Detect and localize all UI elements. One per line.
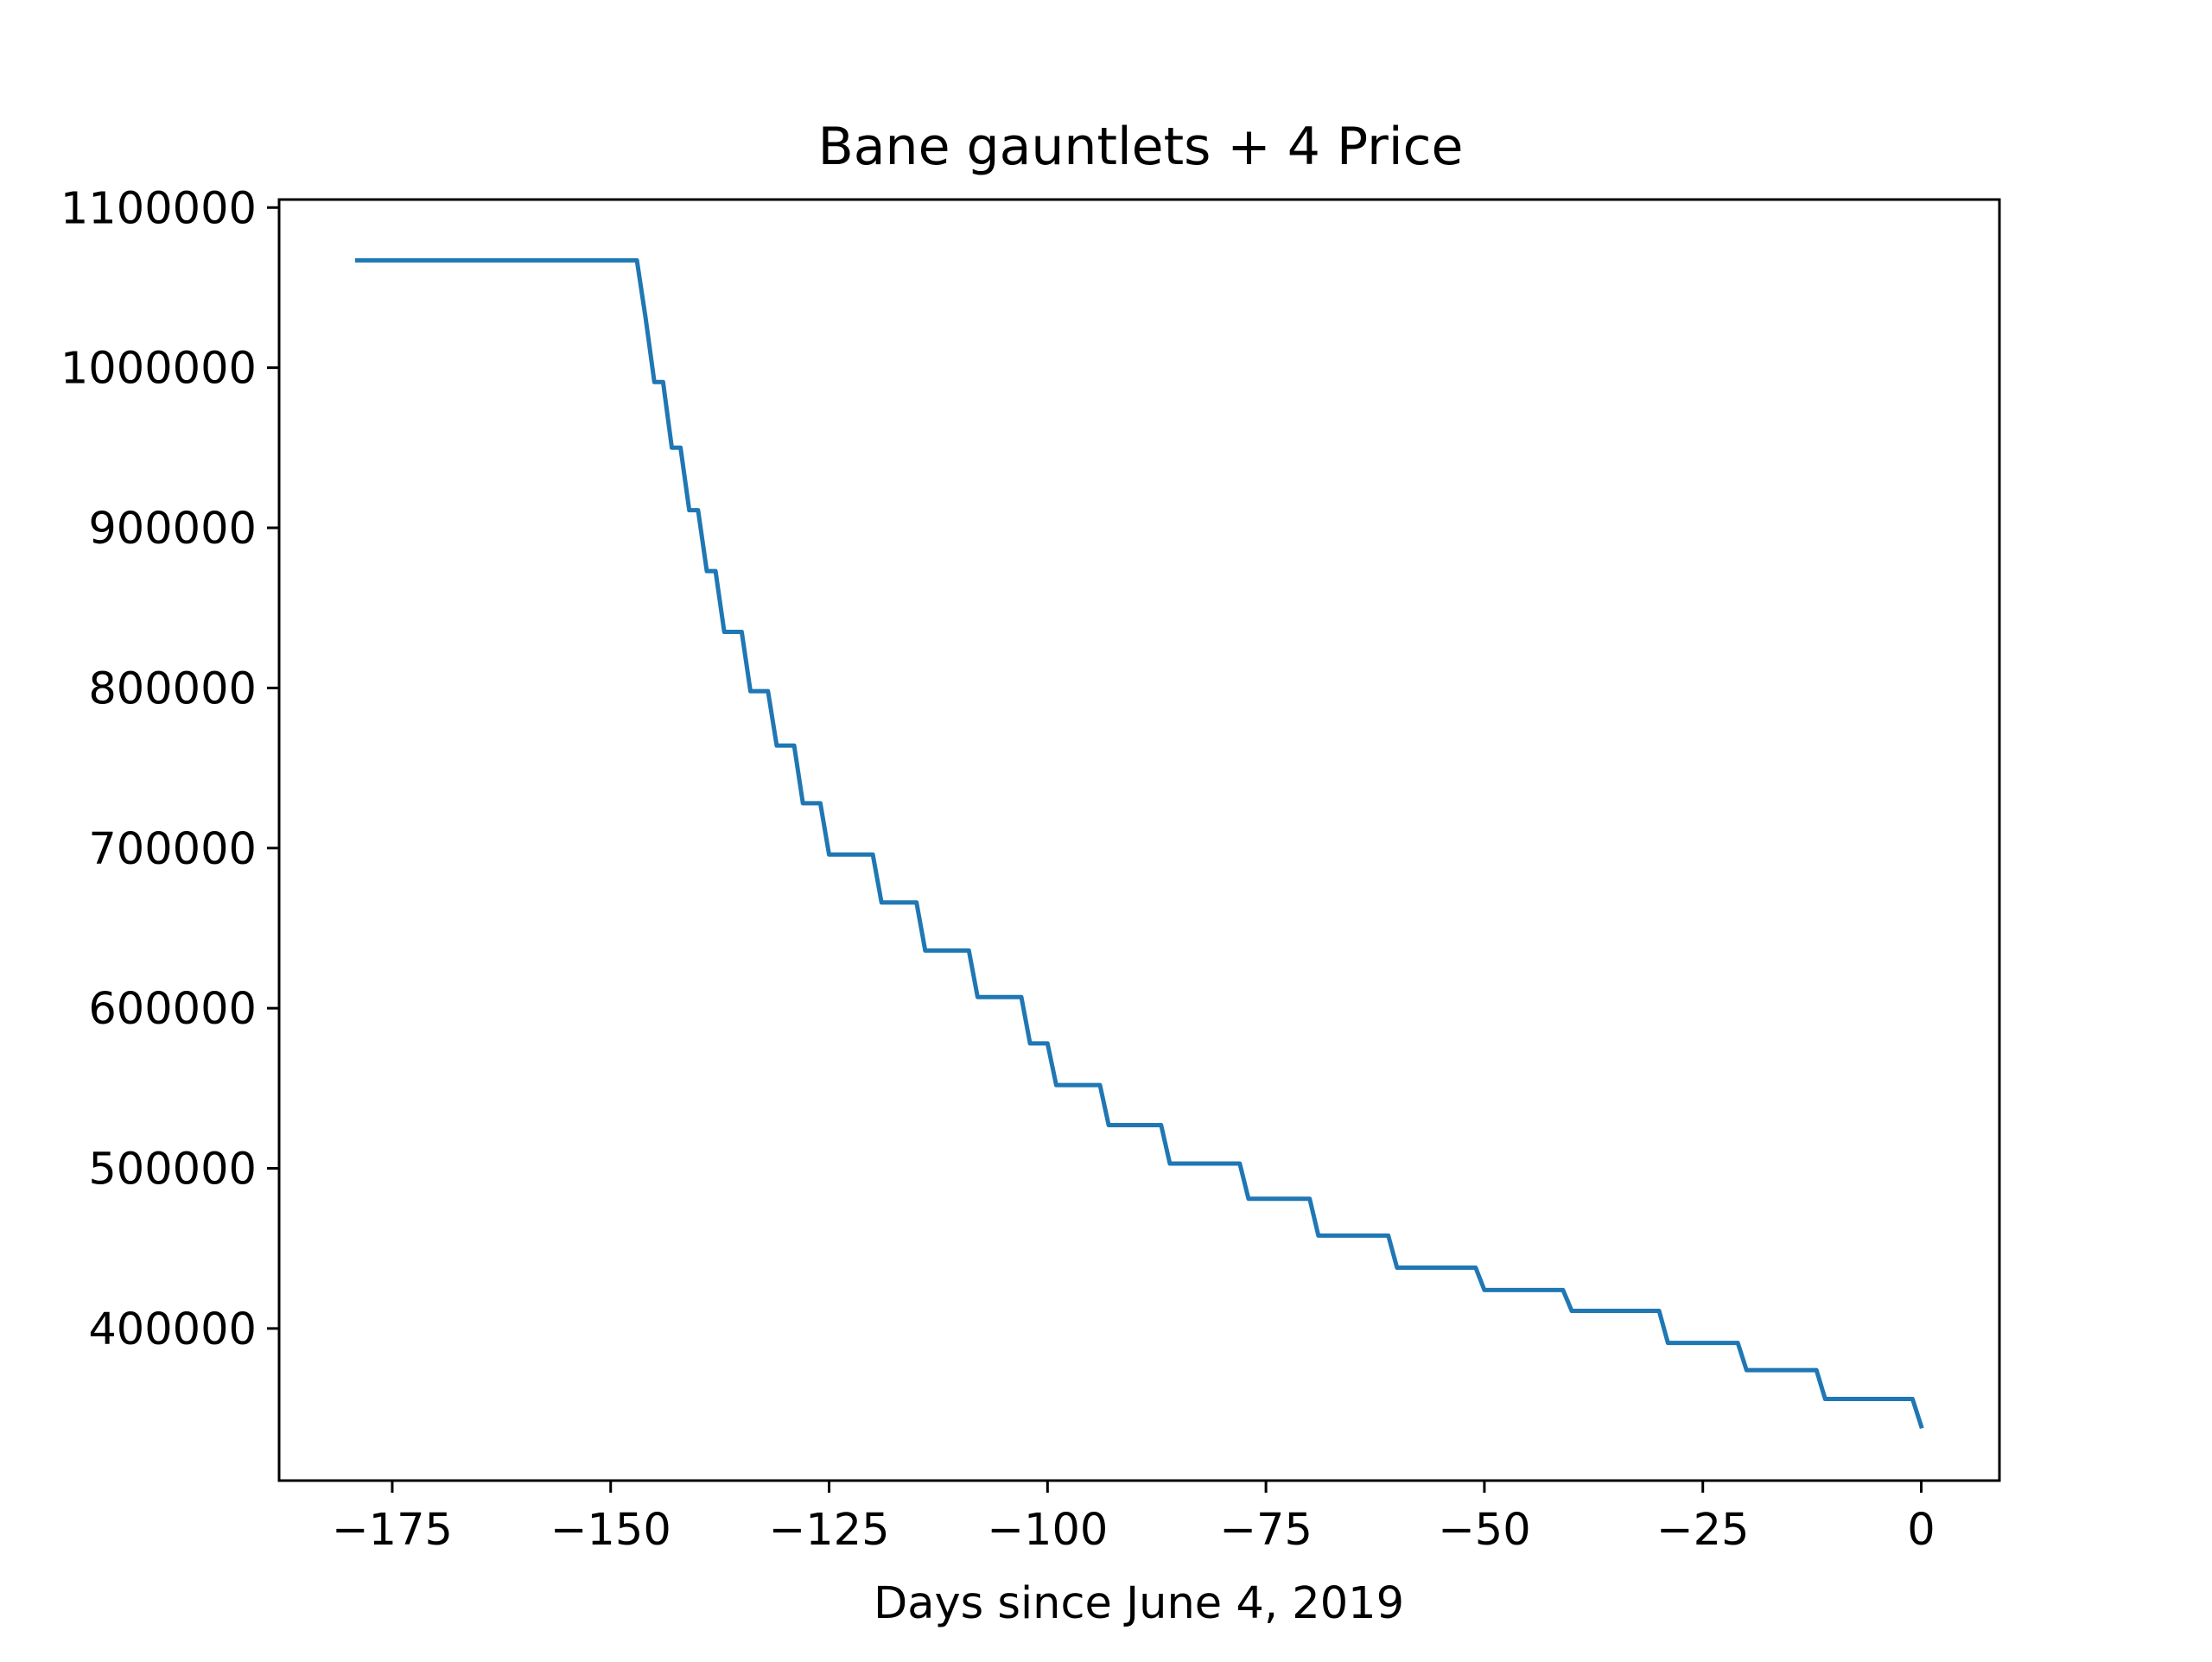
chart-title: Bane gauntlets + 4 Price <box>818 117 1464 177</box>
y-tick-label: 900000 <box>88 504 257 555</box>
x-tick-label: −100 <box>987 1505 1108 1556</box>
x-axis: −175 −150 −125 −100 −75 −50 −25 0 <box>332 1481 1936 1556</box>
x-tick-label: −125 <box>768 1505 889 1556</box>
x-tick-label: −50 <box>1438 1505 1531 1556</box>
y-tick-label: 500000 <box>88 1145 257 1196</box>
y-tick-label: 400000 <box>88 1304 257 1355</box>
x-tick-label: −75 <box>1219 1505 1313 1556</box>
y-axis: 400000 500000 600000 700000 800000 900000 1000… <box>60 183 279 1355</box>
y-tick-label: 800000 <box>88 663 257 714</box>
x-tick-label: −175 <box>332 1505 453 1556</box>
y-tick-label: 1100000 <box>60 183 257 234</box>
plot-frame <box>277 198 2001 1482</box>
x-tick-label: −25 <box>1656 1505 1750 1556</box>
x-tick-label: 0 <box>1907 1505 1935 1556</box>
price-line <box>355 257 1924 1430</box>
x-tick-label: −150 <box>550 1505 671 1556</box>
y-tick-label: 700000 <box>88 824 257 875</box>
y-tick-label: 600000 <box>88 984 257 1035</box>
y-tick-label: 1000000 <box>60 344 257 395</box>
x-axis-label: Days since June 4, 2019 <box>874 1578 1404 1629</box>
